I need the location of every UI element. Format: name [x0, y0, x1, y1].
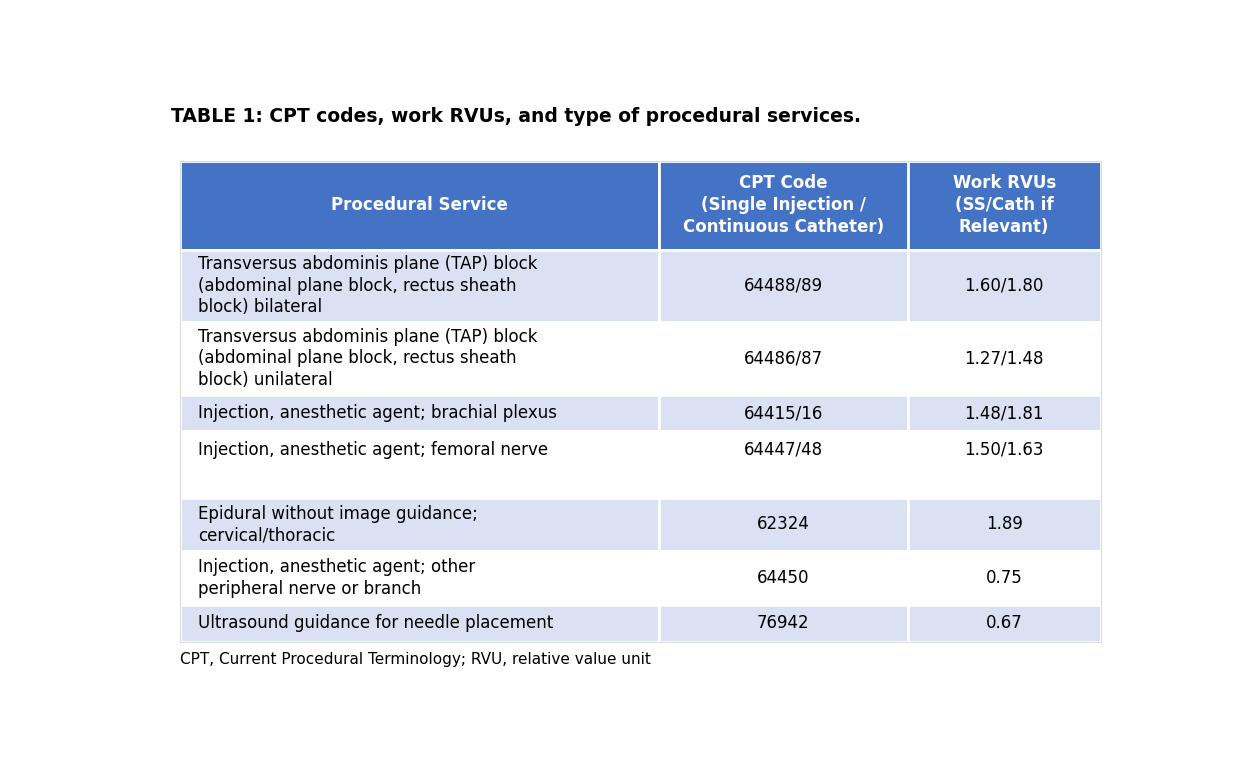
Text: 64415/16: 64415/16 — [744, 404, 823, 422]
Bar — [180, 322, 659, 395]
Bar — [908, 468, 1101, 497]
Bar — [180, 605, 659, 641]
Text: Injection, anesthetic agent; brachial plexus: Injection, anesthetic agent; brachial pl… — [198, 404, 558, 422]
Text: 1.89: 1.89 — [986, 515, 1022, 534]
Text: 64488/89: 64488/89 — [744, 277, 823, 295]
Bar — [659, 551, 908, 605]
Bar — [908, 250, 1101, 322]
Text: 1.27/1.48: 1.27/1.48 — [965, 349, 1044, 368]
Text: 0.75: 0.75 — [986, 569, 1022, 588]
Text: 1.60/1.80: 1.60/1.80 — [965, 277, 1044, 295]
Text: TABLE 1: CPT codes, work RVUs, and type of procedural services.: TABLE 1: CPT codes, work RVUs, and type … — [171, 107, 861, 126]
Bar — [659, 605, 908, 641]
Bar — [180, 250, 659, 322]
Bar — [908, 605, 1101, 641]
Bar — [659, 250, 908, 322]
Bar — [180, 431, 659, 468]
Bar — [659, 322, 908, 395]
Text: 64447/48: 64447/48 — [744, 441, 823, 459]
Bar — [908, 161, 1101, 250]
Text: Transversus abdominis plane (TAP) block
(abdominal plane block, rectus sheath
bl: Transversus abdominis plane (TAP) block … — [198, 255, 538, 316]
Text: Epidural without image guidance;
cervical/thoracic: Epidural without image guidance; cervica… — [198, 505, 478, 544]
Text: 76942: 76942 — [758, 614, 810, 632]
Text: Work RVUs
(SS/Cath if
Relevant): Work RVUs (SS/Cath if Relevant) — [952, 174, 1056, 237]
Text: 64486/87: 64486/87 — [744, 349, 823, 368]
Text: 62324: 62324 — [756, 515, 810, 534]
Bar — [180, 161, 1101, 641]
Bar — [659, 161, 908, 250]
Bar — [659, 497, 908, 551]
Bar — [659, 395, 908, 431]
Bar — [908, 431, 1101, 468]
Text: Ultrasound guidance for needle placement: Ultrasound guidance for needle placement — [198, 614, 554, 632]
Bar — [908, 395, 1101, 431]
Bar — [908, 497, 1101, 551]
Text: CPT, Current Procedural Terminology; RVU, relative value unit: CPT, Current Procedural Terminology; RVU… — [180, 652, 651, 668]
Bar — [659, 431, 908, 468]
Bar — [180, 395, 659, 431]
Bar — [908, 551, 1101, 605]
Text: Injection, anesthetic agent; other
peripheral nerve or branch: Injection, anesthetic agent; other perip… — [198, 558, 475, 598]
Text: Transversus abdominis plane (TAP) block
(abdominal plane block, rectus sheath
bl: Transversus abdominis plane (TAP) block … — [198, 328, 538, 389]
Bar — [180, 497, 659, 551]
Text: 0.67: 0.67 — [986, 614, 1022, 632]
Text: CPT Code
(Single Injection /
Continuous Catheter): CPT Code (Single Injection / Continuous … — [682, 174, 884, 237]
Text: 1.50/1.63: 1.50/1.63 — [965, 441, 1044, 459]
Bar — [659, 468, 908, 497]
Text: 1.48/1.81: 1.48/1.81 — [965, 404, 1044, 422]
Bar — [180, 468, 659, 497]
Text: Injection, anesthetic agent; femoral nerve: Injection, anesthetic agent; femoral ner… — [198, 441, 548, 459]
Text: Procedural Service: Procedural Service — [331, 196, 509, 214]
Bar — [180, 551, 659, 605]
Bar — [908, 322, 1101, 395]
Text: 64450: 64450 — [758, 569, 810, 588]
Bar — [180, 161, 659, 250]
